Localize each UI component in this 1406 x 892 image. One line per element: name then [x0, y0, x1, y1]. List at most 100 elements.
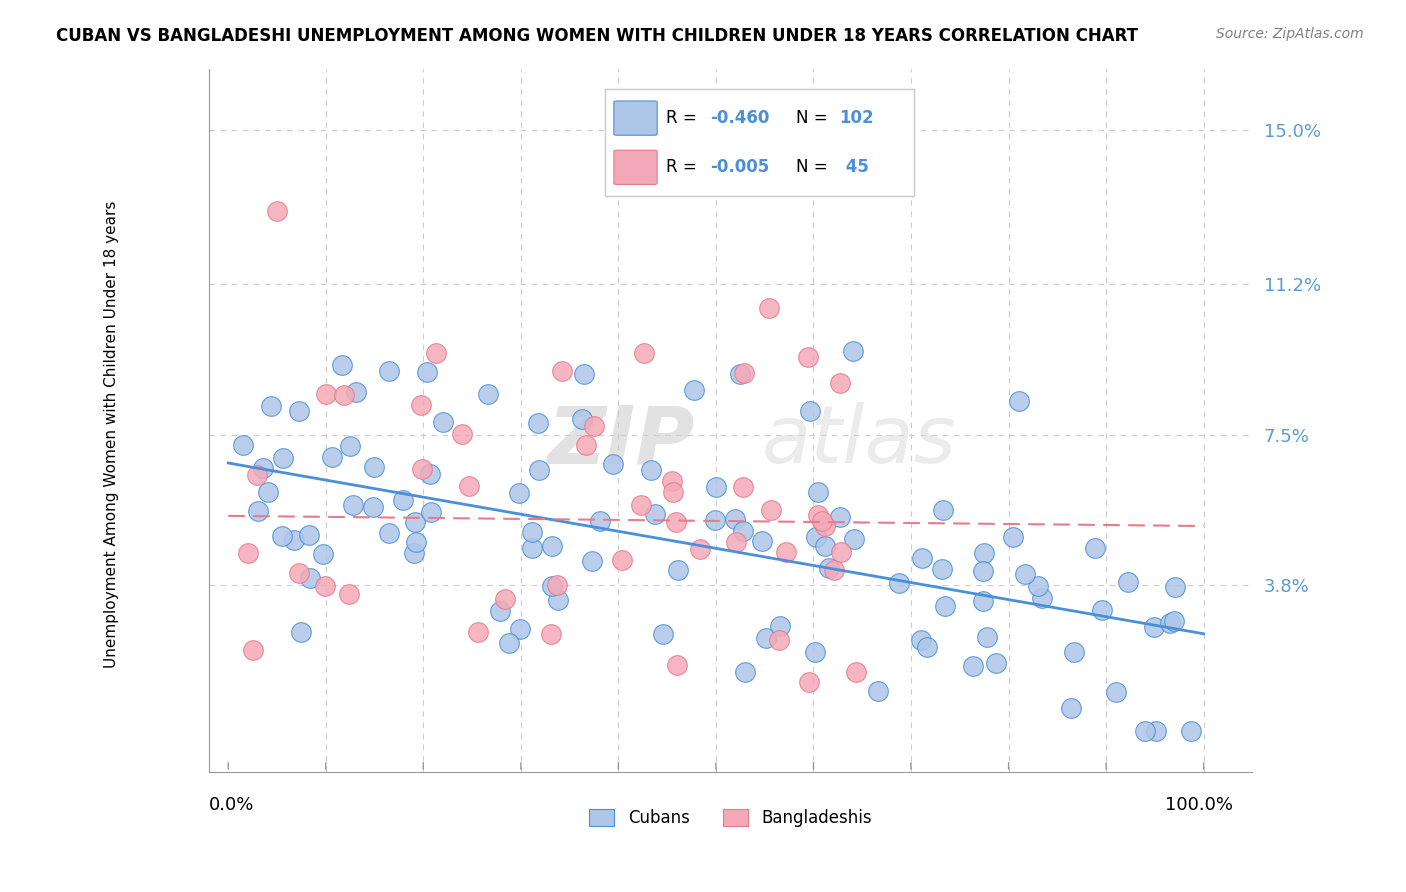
Point — [731, 524, 754, 538]
Point — [758, 301, 780, 315]
Point — [842, 532, 865, 546]
Point — [976, 630, 998, 644]
Point — [652, 627, 675, 641]
Point — [333, 388, 356, 402]
Point — [520, 541, 543, 555]
Point — [1163, 580, 1185, 594]
Text: -0.005: -0.005 — [710, 159, 769, 177]
Point — [404, 516, 426, 530]
Point — [509, 622, 531, 636]
Point — [236, 546, 259, 560]
Point — [419, 467, 441, 482]
Point — [644, 507, 666, 521]
Point — [1014, 567, 1036, 582]
Point — [344, 385, 367, 400]
Point — [363, 460, 385, 475]
Point — [931, 562, 953, 576]
Legend: Cubans, Bangladeshis: Cubans, Bangladeshis — [582, 803, 879, 834]
Point — [814, 518, 837, 533]
Point — [797, 350, 820, 364]
Point — [1031, 591, 1053, 605]
Point — [411, 461, 433, 475]
Point — [402, 545, 425, 559]
Point — [665, 515, 688, 529]
Text: 45: 45 — [839, 159, 869, 177]
Point — [1084, 541, 1107, 555]
Point — [814, 540, 837, 554]
Text: R =: R = — [666, 159, 697, 177]
Point — [246, 468, 269, 483]
Point — [541, 539, 564, 553]
Point — [508, 485, 530, 500]
Point — [661, 474, 683, 488]
Point — [662, 485, 685, 500]
Point — [704, 480, 727, 494]
Point — [260, 399, 283, 413]
FancyBboxPatch shape — [614, 101, 657, 136]
Point — [266, 203, 288, 218]
Point — [467, 625, 489, 640]
Point — [723, 512, 745, 526]
Point — [432, 415, 454, 429]
Point — [915, 640, 938, 654]
Point — [725, 535, 748, 549]
Point — [377, 526, 399, 541]
Point — [733, 480, 755, 494]
Point — [574, 438, 596, 452]
Text: N =: N = — [796, 109, 828, 127]
Point — [419, 505, 441, 519]
Point — [270, 529, 292, 543]
Point — [1060, 700, 1083, 714]
Point — [630, 499, 652, 513]
Point — [547, 593, 569, 607]
Point — [806, 508, 828, 522]
Point — [775, 544, 797, 558]
Point — [489, 604, 512, 618]
Point — [910, 632, 932, 647]
Point — [550, 364, 572, 378]
Point — [610, 552, 633, 566]
Point — [768, 633, 790, 648]
Point — [804, 645, 827, 659]
Point — [818, 560, 841, 574]
Point — [973, 546, 995, 560]
Point — [271, 451, 294, 466]
Text: Source: ZipAtlas.com: Source: ZipAtlas.com — [1216, 27, 1364, 41]
Point — [668, 563, 690, 577]
Point — [755, 631, 778, 645]
Point — [1135, 724, 1157, 739]
Point — [339, 439, 361, 453]
Point — [287, 566, 309, 580]
Point — [807, 484, 830, 499]
Point — [1160, 616, 1182, 631]
Point — [887, 576, 910, 591]
Point — [425, 346, 447, 360]
Point — [458, 479, 481, 493]
Point — [252, 461, 274, 475]
Point — [703, 513, 725, 527]
Point — [640, 463, 662, 477]
Text: CUBAN VS BANGLADESHI UNEMPLOYMENT AMONG WOMEN WITH CHILDREN UNDER 18 YEARS CORRE: CUBAN VS BANGLADESHI UNEMPLOYMENT AMONG … — [56, 27, 1139, 45]
Point — [828, 376, 851, 390]
Point — [931, 502, 953, 516]
Point — [520, 524, 543, 539]
Point — [830, 545, 852, 559]
Point — [602, 457, 624, 471]
Point — [986, 656, 1008, 670]
Point — [728, 368, 751, 382]
Point — [361, 500, 384, 515]
Point — [540, 626, 562, 640]
Point — [283, 533, 305, 548]
Point — [290, 624, 312, 639]
Point — [330, 358, 353, 372]
Point — [589, 514, 612, 528]
Point — [232, 438, 254, 452]
Point — [799, 404, 821, 418]
Point — [405, 535, 427, 549]
Point — [582, 418, 605, 433]
Point — [298, 528, 321, 542]
Point — [298, 571, 321, 585]
Point — [804, 530, 827, 544]
Point — [1163, 614, 1185, 628]
Point — [828, 509, 851, 524]
